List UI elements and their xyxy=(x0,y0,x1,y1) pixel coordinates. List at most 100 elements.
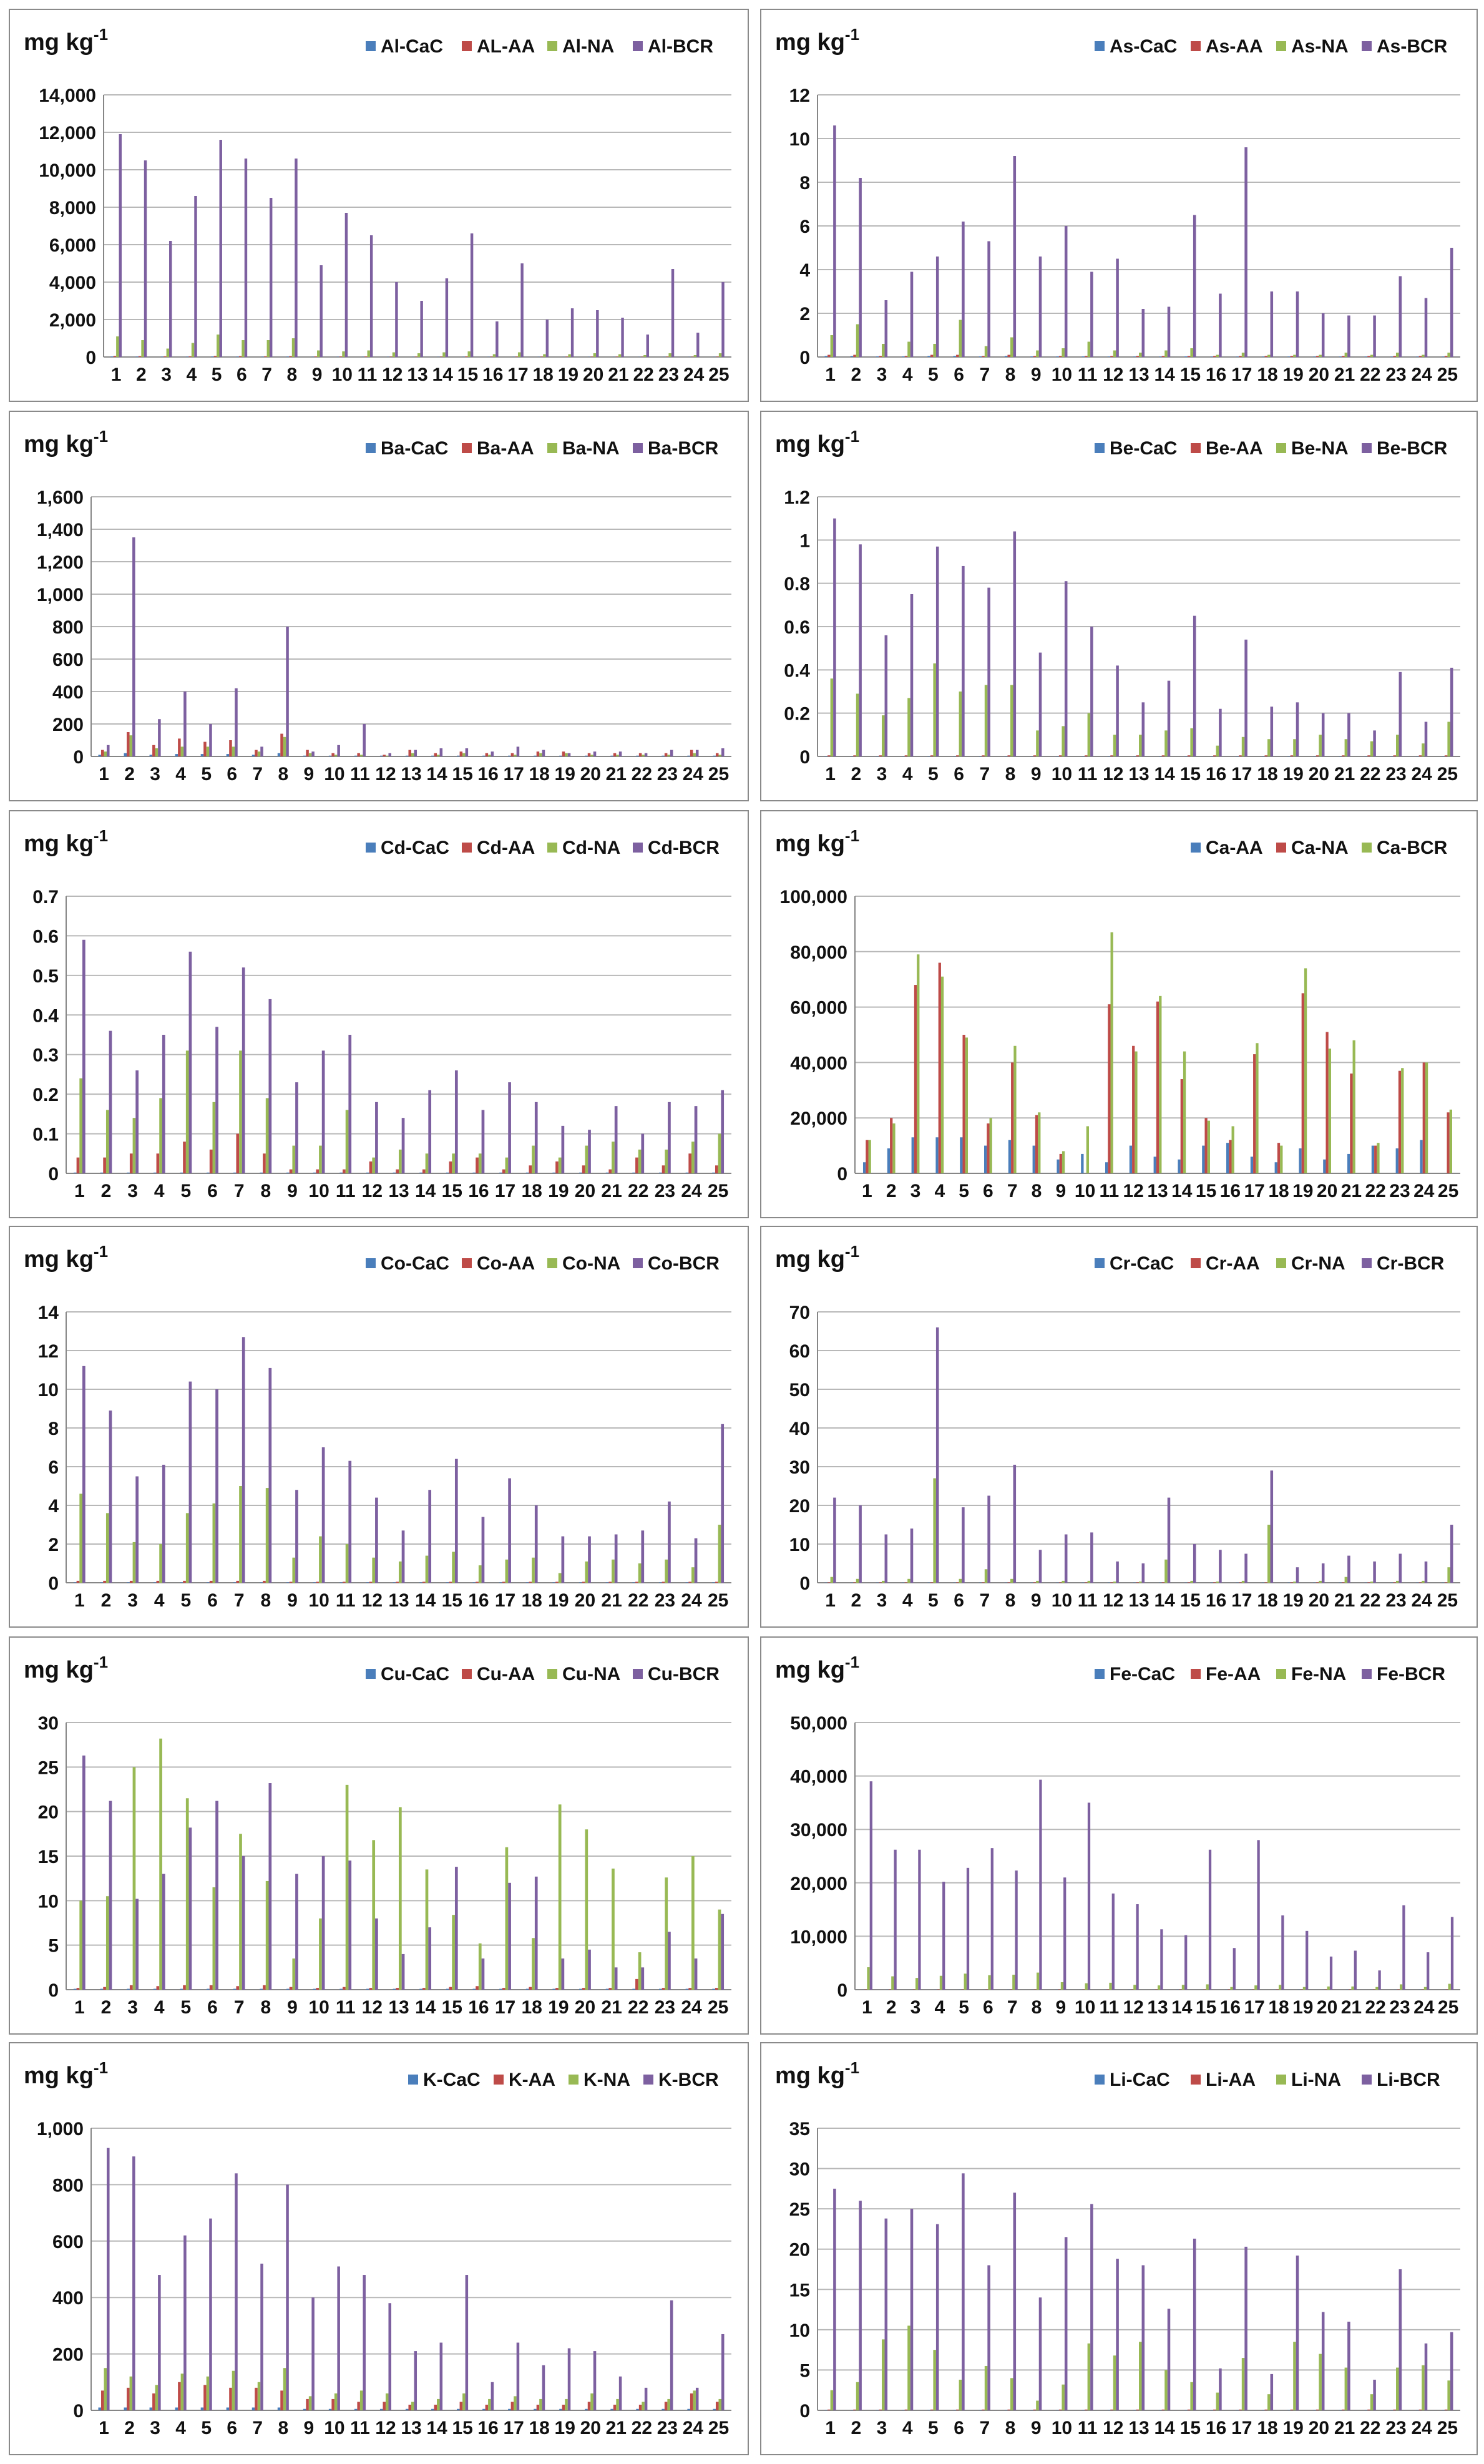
bar-al-aa-16 xyxy=(490,356,493,357)
x-tick-label: 17 xyxy=(1231,2418,1252,2438)
bar-cu-bcr-9 xyxy=(295,1874,298,1990)
bar-co-bcr-25 xyxy=(721,1424,725,1583)
bar-as-na-15 xyxy=(1190,348,1193,357)
unit-superscript: -1 xyxy=(845,427,859,446)
bar-as-bcr-10 xyxy=(1064,226,1068,357)
legend-swatch xyxy=(1095,41,1105,51)
x-tick-label: 6 xyxy=(237,364,247,385)
x-tick-label: 20 xyxy=(1317,1181,1337,1201)
x-tick-label: 7 xyxy=(252,764,263,785)
x-tick-label: 17 xyxy=(503,2418,524,2438)
bar-fe-na-22 xyxy=(1375,1987,1379,1990)
y-tick-label: 10 xyxy=(38,1891,59,1912)
legend-swatch xyxy=(1095,1258,1105,1268)
bar-cd-bcr-9 xyxy=(295,1082,298,1173)
legend-label: Al-CaC xyxy=(381,36,443,57)
x-tick-label: 2 xyxy=(124,764,135,785)
y-tick-label: 0 xyxy=(837,1164,847,1185)
bar-ca-aa-3 xyxy=(911,1137,914,1173)
y-tick-label: 1,400 xyxy=(37,520,84,540)
x-tick-label: 7 xyxy=(979,364,990,385)
x-tick-label: 1 xyxy=(99,2418,109,2438)
bar-al-bcr-9 xyxy=(320,265,323,357)
x-tick-label: 14 xyxy=(1154,364,1176,385)
bar-k-bcr-1 xyxy=(107,2148,110,2410)
x-tick-label: 18 xyxy=(522,1181,542,1201)
bar-k-bcr-18 xyxy=(542,2365,545,2410)
bar-co-na-5 xyxy=(185,1513,189,1583)
bar-co-cac-7 xyxy=(233,1582,237,1583)
bar-cu-na-19 xyxy=(558,1804,562,1990)
bar-k-cac-14 xyxy=(431,2408,434,2410)
x-tick-label: 23 xyxy=(1389,1997,1410,2018)
x-tick-label: 5 xyxy=(928,1590,939,1611)
x-tick-label: 25 xyxy=(1438,1997,1458,2018)
bar-co-aa-25 xyxy=(715,1582,718,1583)
bar-k-bcr-3 xyxy=(158,2275,161,2410)
bar-co-bcr-10 xyxy=(321,1447,325,1583)
bar-as-aa-1 xyxy=(827,354,831,357)
bar-cu-cac-3 xyxy=(127,1988,130,1990)
legend-swatch xyxy=(643,2075,653,2085)
bar-ba-na-20 xyxy=(590,755,593,756)
bar-ca-bcr-21 xyxy=(1352,1040,1355,1173)
x-tick-label: 23 xyxy=(655,1181,675,1201)
bar-cu-cac-15 xyxy=(446,1988,449,1990)
x-tick-label: 2 xyxy=(851,364,861,385)
bar-ba-bcr-13 xyxy=(414,750,417,756)
bar-as-na-24 xyxy=(1422,354,1425,357)
bar-cr-na-20 xyxy=(1319,1580,1322,1583)
bar-k-na-19 xyxy=(565,2398,568,2410)
bar-co-aa-9 xyxy=(289,1582,293,1583)
bar-be-na-19 xyxy=(1293,739,1296,756)
bar-be-aa-17 xyxy=(1239,755,1242,756)
bar-co-cac-14 xyxy=(419,1582,422,1583)
x-tick-label: 7 xyxy=(252,2418,263,2438)
x-tick-label: 5 xyxy=(181,1181,192,1201)
bar-co-aa-14 xyxy=(422,1582,426,1583)
x-tick-label: 18 xyxy=(1268,1181,1289,1201)
legend-swatch xyxy=(1276,1669,1286,1679)
x-tick-label: 11 xyxy=(358,364,378,385)
bar-ba-aa-18 xyxy=(536,751,540,756)
bar-co-bcr-14 xyxy=(428,1490,432,1583)
bar-al-cac-6 xyxy=(236,356,239,357)
x-tick-label: 5 xyxy=(201,2418,212,2438)
bar-cd-na-9 xyxy=(292,1145,296,1173)
bar-cu-na-14 xyxy=(425,1869,429,1990)
bar-cd-na-23 xyxy=(665,1149,668,1173)
chart-svg-cd: mg kg-100.10.20.30.40.50.60.71 2 3 4 5 6 7 8 9 10… xyxy=(24,826,731,1201)
x-tick-label: 8 xyxy=(260,1181,271,1201)
bar-li-bcr-4 xyxy=(910,2209,914,2410)
x-tick-label: 24 xyxy=(683,2418,704,2438)
x-tick-label: 21 xyxy=(1341,1181,1362,1201)
bar-as-cac-16 xyxy=(1210,356,1214,357)
bar-ba-na-14 xyxy=(437,755,440,756)
bar-co-na-7 xyxy=(239,1486,242,1583)
bar-as-bcr-8 xyxy=(1013,156,1017,357)
bar-ba-aa-17 xyxy=(510,753,514,756)
x-tick-label: 3 xyxy=(910,1181,921,1201)
y-tick-label: 6 xyxy=(799,217,810,237)
bar-al-aa-15 xyxy=(465,356,468,357)
bar-cd-bcr-1 xyxy=(82,939,85,1173)
bar-al-na-17 xyxy=(517,352,521,357)
x-tick-label: 5 xyxy=(212,364,222,385)
x-tick-label: 13 xyxy=(388,1181,409,1201)
bar-ca-bcr-5 xyxy=(965,1037,969,1173)
bar-co-cac-9 xyxy=(286,1582,290,1583)
bar-ba-cac-3 xyxy=(149,755,153,756)
bar-cd-bcr-23 xyxy=(668,1102,671,1173)
bar-al-na-5 xyxy=(217,335,220,357)
bar-ba-aa-22 xyxy=(638,753,642,756)
bar-co-bcr-15 xyxy=(454,1459,458,1583)
y-tick-label: 0 xyxy=(48,1164,59,1185)
bar-co-bcr-7 xyxy=(242,1337,245,1583)
bar-ca-bcr-6 xyxy=(989,1118,992,1173)
bar-cd-na-25 xyxy=(718,1133,721,1173)
bar-al-aa-1 xyxy=(113,356,117,357)
bar-ca-na-24 xyxy=(1422,1062,1425,1173)
bar-cu-aa-11 xyxy=(343,1987,346,1990)
bar-co-na-18 xyxy=(532,1557,535,1583)
bar-as-bcr-21 xyxy=(1347,315,1350,357)
